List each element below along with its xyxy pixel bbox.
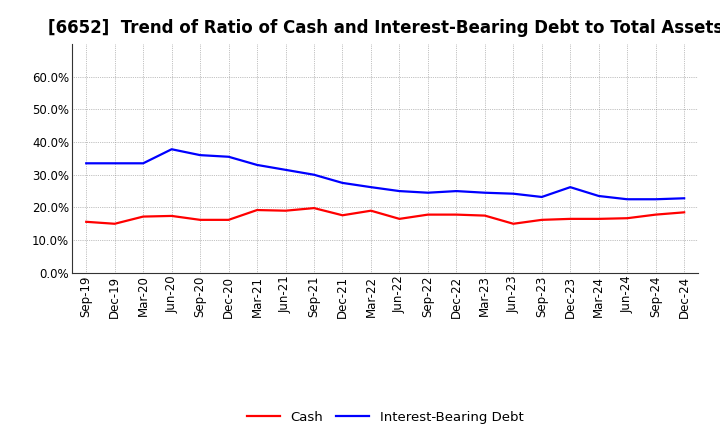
Cash <box>110 221 119 227</box>
Interest-Bearing Debt <box>452 188 461 194</box>
Interest-Bearing Debt <box>338 180 347 186</box>
Interest-Bearing Debt <box>110 161 119 166</box>
Interest-Bearing Debt <box>139 161 148 166</box>
Cash <box>366 208 375 213</box>
Cash <box>338 213 347 218</box>
Cash <box>310 205 318 211</box>
Cash <box>566 216 575 221</box>
Interest-Bearing Debt <box>366 184 375 190</box>
Cash <box>395 216 404 221</box>
Cash <box>139 214 148 219</box>
Interest-Bearing Debt <box>595 193 603 198</box>
Cash <box>452 212 461 217</box>
Interest-Bearing Debt <box>225 154 233 159</box>
Interest-Bearing Debt <box>196 153 204 158</box>
Cash <box>652 212 660 217</box>
Interest-Bearing Debt <box>167 147 176 152</box>
Interest-Bearing Debt <box>253 162 261 168</box>
Interest-Bearing Debt <box>395 188 404 194</box>
Interest-Bearing Debt <box>480 190 489 195</box>
Interest-Bearing Debt <box>82 161 91 166</box>
Cash <box>509 221 518 227</box>
Cash <box>82 219 91 224</box>
Interest-Bearing Debt <box>537 194 546 200</box>
Interest-Bearing Debt <box>652 197 660 202</box>
Interest-Bearing Debt <box>680 196 688 201</box>
Cash <box>423 212 432 217</box>
Cash <box>253 207 261 213</box>
Cash <box>196 217 204 223</box>
Interest-Bearing Debt <box>310 172 318 177</box>
Cash <box>623 216 631 221</box>
Cash <box>595 216 603 221</box>
Line: Interest-Bearing Debt: Interest-Bearing Debt <box>86 149 684 199</box>
Cash <box>537 217 546 223</box>
Title: [6652]  Trend of Ratio of Cash and Interest-Bearing Debt to Total Assets: [6652] Trend of Ratio of Cash and Intere… <box>48 19 720 37</box>
Cash <box>480 213 489 218</box>
Line: Cash: Cash <box>86 208 684 224</box>
Interest-Bearing Debt <box>423 190 432 195</box>
Interest-Bearing Debt <box>509 191 518 196</box>
Cash <box>282 208 290 213</box>
Legend: Cash, Interest-Bearing Debt: Cash, Interest-Bearing Debt <box>241 405 529 429</box>
Interest-Bearing Debt <box>623 197 631 202</box>
Interest-Bearing Debt <box>566 184 575 190</box>
Cash <box>680 210 688 215</box>
Cash <box>167 213 176 219</box>
Interest-Bearing Debt <box>282 167 290 172</box>
Cash <box>225 217 233 223</box>
